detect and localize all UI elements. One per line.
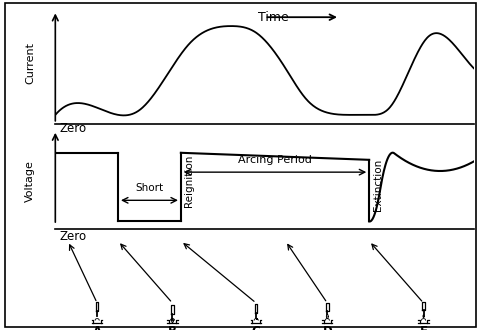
Text: D: D	[322, 325, 332, 330]
Text: Time: Time	[258, 11, 288, 24]
Text: Reignition: Reignition	[184, 155, 194, 207]
Text: Extinction: Extinction	[372, 159, 382, 212]
Text: E: E	[419, 325, 427, 330]
Text: B: B	[168, 325, 177, 330]
Text: Voltage: Voltage	[25, 160, 35, 202]
Text: Zero: Zero	[60, 122, 86, 135]
Text: A: A	[93, 325, 101, 330]
Text: Current: Current	[25, 42, 35, 84]
Text: Arcing Period: Arcing Period	[238, 155, 312, 165]
Text: C: C	[252, 325, 260, 330]
Text: Zero: Zero	[60, 230, 86, 243]
Text: Short: Short	[135, 183, 163, 193]
